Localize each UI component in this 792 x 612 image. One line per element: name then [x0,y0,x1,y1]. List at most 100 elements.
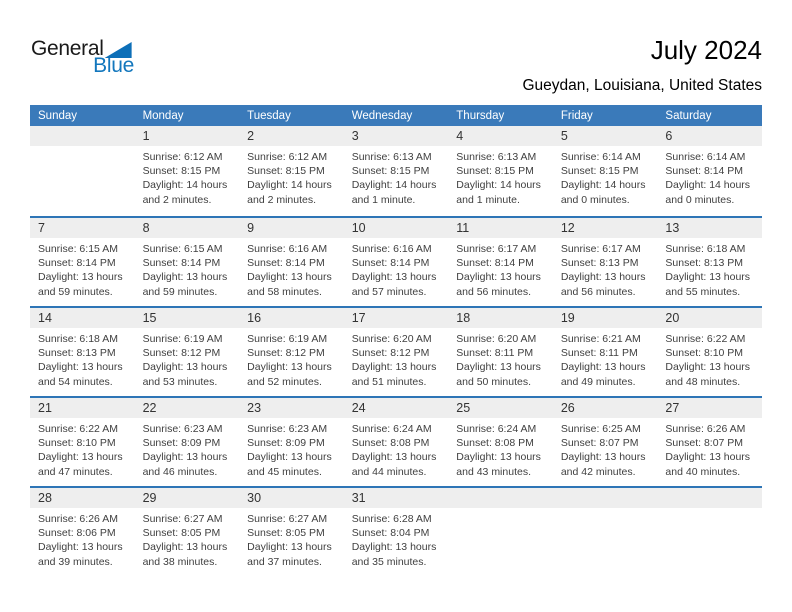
day-number: 15 [134,308,240,328]
sunrise-text: Sunrise: 6:13 AM [456,151,537,163]
day-number: 22 [134,398,240,418]
day-details: Sunrise: 6:26 AM Sunset: 8:06 PM Daylight:… [30,508,135,569]
daylight-text-line2: and 55 minutes. [665,285,741,298]
day-number: 31 [343,488,449,508]
day-cell-27: 27 Sunrise: 6:26 AM Sunset: 8:07 PM Dayligh… [657,398,762,486]
sunrise-text: Sunrise: 6:12 AM [247,151,328,163]
daylight-text-line1: Daylight: 13 hours [38,541,123,554]
day-details: Sunrise: 6:28 AM Sunset: 8:04 PM Daylight:… [344,508,449,569]
sunset-text: Sunset: 8:14 PM [247,257,325,270]
sunset-text: Sunset: 8:05 PM [247,527,325,540]
day-cell-29: 29 Sunrise: 6:27 AM Sunset: 8:05 PM Dayligh… [134,488,240,576]
daylight-text-line1: Daylight: 13 hours [456,361,541,374]
day-header-wednesday: Wednesday [351,109,413,122]
day-cell-28: 28 Sunrise: 6:26 AM Sunset: 8:06 PM Dayligh… [30,488,135,576]
day-number: 14 [30,308,135,328]
daylight-text-line2: and 50 minutes. [456,375,531,388]
daylight-text-line2: and 48 minutes. [665,375,741,388]
daylight-text-line2: and 42 minutes. [560,465,636,478]
sunset-text: Sunset: 8:14 PM [142,257,221,270]
sunrise-text: Sunrise: 6:20 AM [456,333,537,345]
day-cell-3: 3 Sunrise: 6:13 AM Sunset: 8:15 PM Daylight… [343,126,449,216]
daylight-text-line2: and 46 minutes. [142,465,218,478]
day-details: Sunrise: 6:12 AM Sunset: 8:15 PM Daylight:… [135,146,240,207]
day-details: Sunrise: 6:26 AM Sunset: 8:07 PM Daylight:… [657,418,762,479]
page-title: July 2024 [650,35,762,65]
day-header-row: Sunday Monday Tuesday Wednesday Thursday Frid… [30,105,762,126]
empty-day-cell [448,488,553,576]
day-details: Sunrise: 6:16 AM Sunset: 8:14 PM Daylight:… [344,238,449,299]
daylight-text-line1: Daylight: 14 hours [560,179,646,192]
daylight-text-line1: Daylight: 13 hours [142,541,228,554]
day-cell-2: 2 Sunrise: 6:12 AM Sunset: 8:15 PM Daylight… [239,126,344,216]
daylight-text-line2: and 43 minutes. [456,465,531,478]
daylight-text-line1: Daylight: 13 hours [351,271,437,284]
day-cell-31: 31 Sunrise: 6:28 AM Sunset: 8:04 PM Dayligh… [343,488,449,576]
daylight-text-line2: and 49 minutes. [560,375,636,388]
daylight-text-line2: and 54 minutes. [38,375,113,388]
title-block: July 2024 Gueydan, Louisiana, United Sta… [522,36,762,95]
daylight-text-line1: Daylight: 13 hours [665,271,751,284]
page-subtitle: Gueydan, Louisiana, United States [522,77,762,94]
daylight-text-line1: Daylight: 13 hours [247,361,332,374]
day-details: Sunrise: 6:15 AM Sunset: 8:14 PM Daylight:… [30,238,135,299]
day-cell-20: 20 Sunrise: 6:22 AM Sunset: 8:10 PM Dayligh… [657,308,762,396]
daylight-text-line2: and 56 minutes. [560,285,636,298]
day-header-thursday: Thursday [456,109,505,122]
daylight-text-line1: Daylight: 13 hours [247,541,332,554]
day-details: Sunrise: 6:20 AM Sunset: 8:11 PM Daylight:… [448,328,553,389]
sunset-text: Sunset: 8:15 PM [456,165,534,178]
sunset-text: Sunset: 8:12 PM [142,347,221,360]
day-cell-23: 23 Sunrise: 6:23 AM Sunset: 8:09 PM Dayligh… [239,398,344,486]
sunrise-text: Sunrise: 6:14 AM [665,151,746,163]
sunset-text: Sunset: 8:07 PM [560,437,639,450]
day-details [30,146,135,150]
sunrise-text: Sunrise: 6:17 AM [560,243,641,255]
sunset-text: Sunset: 8:15 PM [142,165,221,178]
daylight-text-line2: and 38 minutes. [142,555,218,568]
day-cell-12: 12 Sunrise: 6:17 AM Sunset: 8:13 PM Dayligh… [552,218,658,306]
sunset-text: Sunset: 8:14 PM [456,257,534,270]
day-number: 9 [239,218,344,238]
day-details: Sunrise: 6:21 AM Sunset: 8:11 PM Daylight:… [553,328,658,389]
sunset-text: Sunset: 8:07 PM [665,437,744,450]
logo-text-general: General [31,37,104,60]
daylight-text-line2: and 40 minutes. [665,465,741,478]
sunset-text: Sunset: 8:11 PM [560,347,638,360]
daylight-text-line2: and 1 minute. [456,193,520,206]
day-details: Sunrise: 6:16 AM Sunset: 8:14 PM Daylight:… [239,238,344,299]
day-cell-10: 10 Sunrise: 6:16 AM Sunset: 8:14 PM Dayligh… [343,218,449,306]
day-details: Sunrise: 6:15 AM Sunset: 8:14 PM Daylight:… [135,238,240,299]
sunset-text: Sunset: 8:13 PM [38,347,116,360]
day-cell-24: 24 Sunrise: 6:24 AM Sunset: 8:08 PM Dayligh… [343,398,449,486]
sunrise-text: Sunrise: 6:17 AM [456,243,537,255]
sunset-text: Sunset: 8:12 PM [351,347,430,360]
sunset-text: Sunset: 8:14 PM [665,165,744,178]
week-row-4: 21 Sunrise: 6:22 AM Sunset: 8:10 PM Dayligh… [30,396,762,486]
day-number: 5 [552,126,658,146]
day-number: 13 [657,218,762,238]
daylight-text-line1: Daylight: 13 hours [142,361,228,374]
daylight-text-line2: and 35 minutes. [351,555,427,568]
sunrise-text: Sunrise: 6:26 AM [38,513,118,525]
daylight-text-line1: Daylight: 13 hours [38,361,123,374]
daylight-text-line1: Daylight: 14 hours [351,179,437,192]
day-number: 27 [657,398,762,418]
sunrise-text: Sunrise: 6:22 AM [665,333,746,345]
sunset-text: Sunset: 8:15 PM [247,165,325,178]
daylight-text-line1: Daylight: 13 hours [560,451,646,464]
day-cell-7: 7 Sunrise: 6:15 AM Sunset: 8:14 PM Daylight… [30,218,135,306]
day-details: Sunrise: 6:13 AM Sunset: 8:15 PM Daylight:… [448,146,553,207]
sunrise-text: Sunrise: 6:18 AM [38,333,118,345]
daylight-text-line2: and 0 minutes. [665,193,735,206]
daylight-text-line1: Daylight: 13 hours [351,361,437,374]
sunrise-text: Sunrise: 6:15 AM [38,243,118,255]
daylight-text-line1: Daylight: 13 hours [456,451,541,464]
day-details: Sunrise: 6:20 AM Sunset: 8:12 PM Daylight:… [344,328,449,389]
daylight-text-line2: and 59 minutes. [142,285,218,298]
day-details: Sunrise: 6:17 AM Sunset: 8:14 PM Daylight:… [448,238,553,299]
day-cell-6: 6 Sunrise: 6:14 AM Sunset: 8:14 PM Daylight… [657,126,762,216]
day-number [448,488,553,508]
daylight-text-line1: Daylight: 13 hours [247,271,332,284]
